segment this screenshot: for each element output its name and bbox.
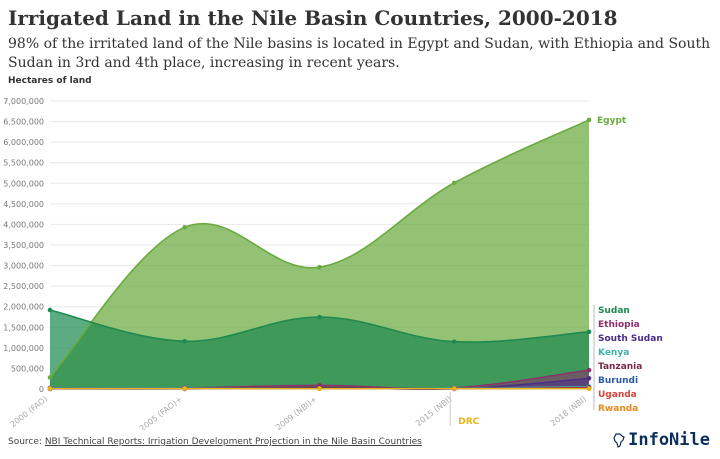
africa-map-icon	[613, 432, 625, 448]
chart-subtitle: 98% of the irritated land of the Nile ba…	[8, 36, 711, 71]
series-points	[47, 117, 592, 392]
source-prefix: Source:	[8, 437, 45, 447]
x-axis-ticks: 2000 (FAO) 2005 (FAO)+ 2009 (NBI)+ 2015 (NB…	[9, 392, 588, 430]
rwanda-label: Rwanda	[598, 404, 638, 414]
y-tick-label: 7,000,000	[3, 97, 44, 106]
y-axis-label: Hectares of land	[8, 76, 92, 86]
sudan-point	[586, 329, 592, 335]
x-tick-label: 2009 (NBI)+	[274, 394, 319, 430]
egypt-point	[586, 117, 592, 123]
egypt-point	[317, 264, 322, 270]
y-axis-ticks: 0 500,000 1,000,000 1,500,000 2,000,000 2,500…	[3, 97, 44, 394]
y-tick-label: 1,500,000	[3, 323, 44, 332]
egypt-point	[47, 375, 53, 380]
x-tick-label: 2005 (FAO)+	[138, 394, 184, 430]
y-tick-label: 5,000,000	[3, 179, 44, 188]
y-tick-label: 1,000,000	[3, 344, 44, 353]
y-tick-label: 3,000,000	[3, 262, 44, 271]
y-tick-label: 5,500,000	[3, 159, 44, 168]
sudan-point	[47, 307, 53, 313]
y-tick-label: 3,500,000	[3, 241, 44, 250]
drc-point	[182, 386, 188, 391]
tanzania-label: Tanzania	[598, 362, 642, 372]
egypt-point	[182, 225, 188, 230]
x-tick-label: 2000 (FAO)	[9, 394, 50, 429]
south-sudan-point	[586, 376, 592, 381]
sudan-area	[50, 310, 589, 389]
area-chart: 0 500,000 1,000,000 1,500,000 2,000,000 2,500…	[3, 97, 663, 430]
y-tick-label: 0	[39, 385, 44, 394]
source-link[interactable]: NBI Technical Reports: Irrigation Develo…	[44, 437, 422, 447]
y-tick-label: 500,000	[11, 364, 44, 373]
sudan-point	[451, 339, 457, 344]
egypt-line	[49, 119, 590, 379]
sudan-point	[317, 314, 322, 320]
egypt-point	[451, 180, 457, 186]
y-tick-label: 6,500,000	[3, 118, 44, 127]
brand-name: InfoNile	[628, 430, 710, 450]
drc-point	[47, 386, 53, 391]
sudan-label: Sudan	[598, 306, 630, 316]
sudan-point	[182, 338, 188, 344]
y-tick-label: 4,500,000	[3, 200, 44, 209]
x-tick-label: 2015 (NBI)	[414, 394, 453, 428]
y-tick-label: 6,000,000	[3, 138, 44, 147]
drc-point	[586, 386, 592, 391]
uganda-label: Uganda	[598, 390, 637, 400]
brand-logo[interactable]: InfoNile	[613, 430, 710, 450]
ethiopia-label: Ethiopia	[598, 320, 640, 330]
chart-title: Irrigated Land in the Nile Basin Countri…	[8, 6, 618, 30]
egypt-area	[50, 119, 589, 389]
drc-annotation-label: DRC	[458, 417, 479, 427]
source-note: Source: NBI Technical Reports: Irrigatio…	[8, 437, 422, 447]
y-tick-label: 4,000,000	[3, 220, 44, 229]
drc-point	[317, 386, 322, 391]
egypt-label: Egypt	[597, 116, 627, 126]
drc-point	[451, 386, 457, 391]
series-areas	[50, 119, 589, 390]
y-tick-label: 2,000,000	[3, 303, 44, 312]
series-labels: Egypt Sudan Ethiopia South Sudan Kenya Tanzan…	[593, 116, 663, 414]
kenya-label: Kenya	[598, 348, 629, 358]
burundi-label: Burundi	[598, 376, 638, 386]
x-tick-label: 2018 (NBI)	[549, 394, 588, 428]
y-tick-label: 2,500,000	[3, 282, 44, 291]
ethiopia-point	[586, 367, 592, 373]
south-sudan-label: South Sudan	[598, 334, 663, 344]
